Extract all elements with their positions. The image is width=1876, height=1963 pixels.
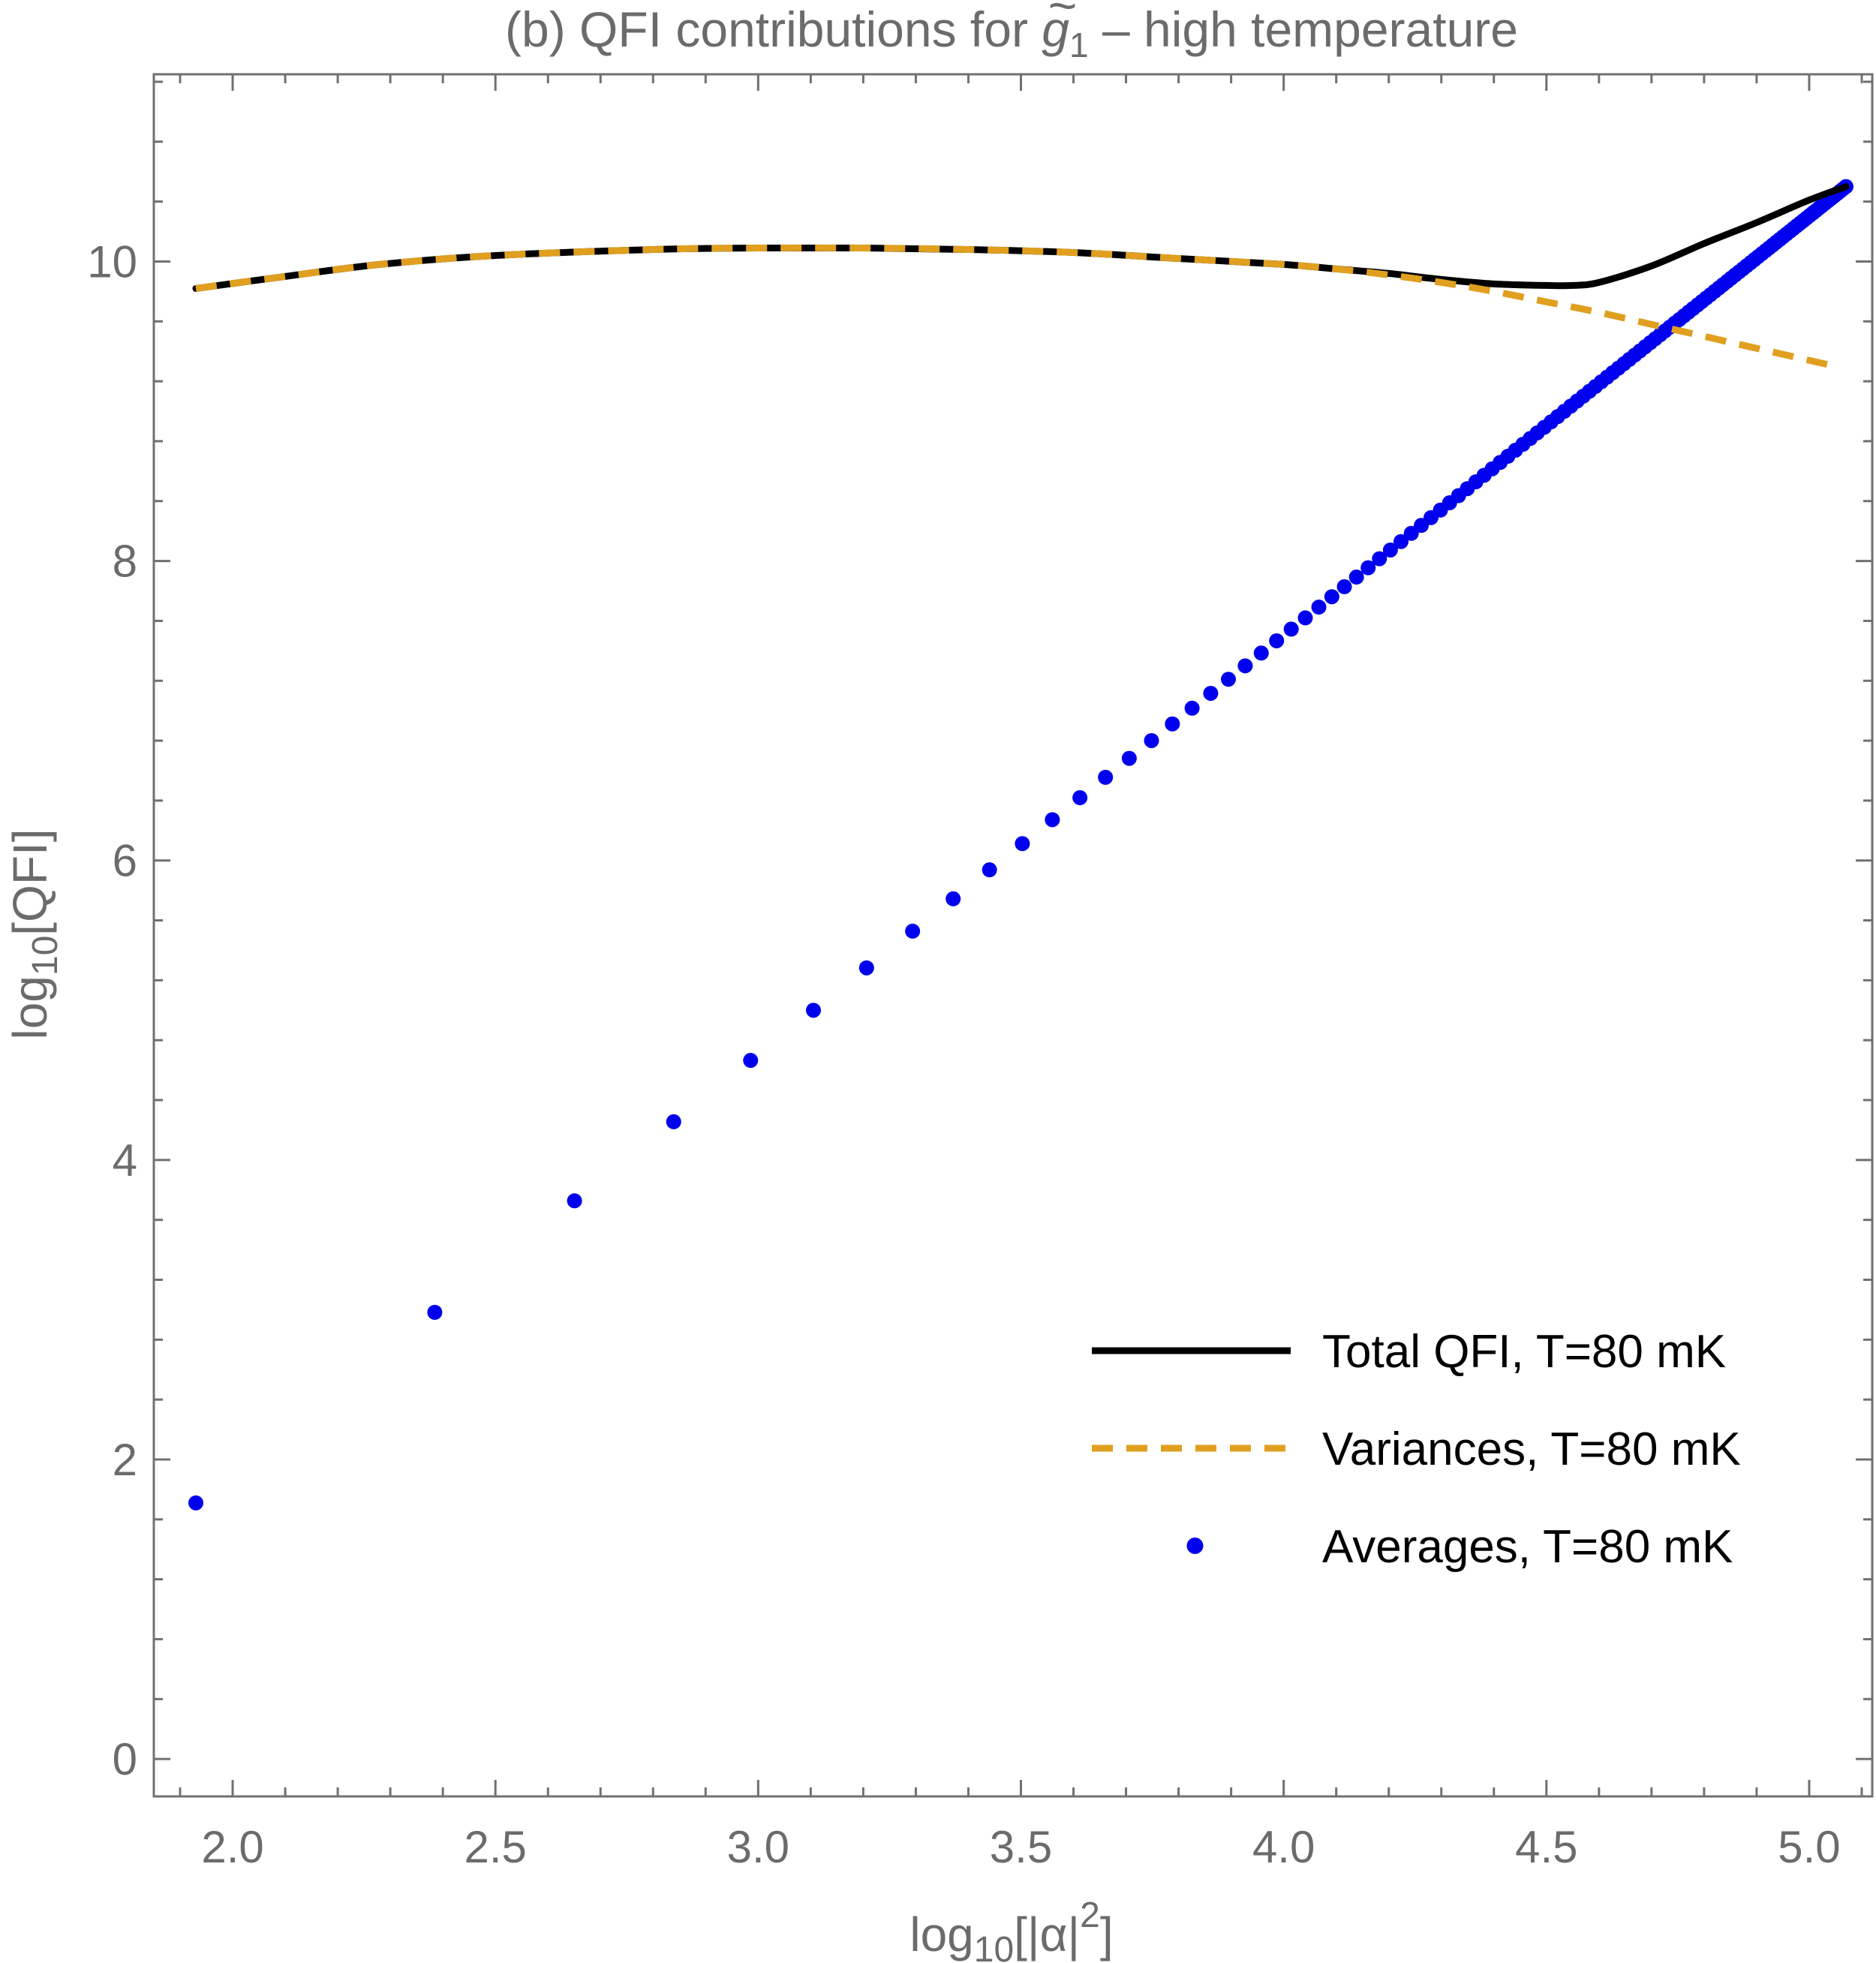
- y-axis-title: log10[QFI]: [3, 828, 65, 1039]
- x-tick-label: 4.0: [1252, 1822, 1315, 1872]
- y-axis-ticks: [154, 80, 1872, 1760]
- chart-title-prefix: (b) QFI contributions for: [505, 2, 1042, 57]
- averages-point: [1045, 812, 1060, 828]
- averages-point: [1382, 542, 1398, 558]
- series-averages: [188, 179, 1853, 1511]
- averages-point: [1184, 700, 1200, 716]
- averages-point: [1283, 621, 1299, 637]
- x-tick-label: 5.0: [1778, 1822, 1840, 1872]
- x-axis-title-prefix: log: [909, 1907, 973, 1961]
- x-axis-title-superscript: 2: [1080, 1895, 1100, 1935]
- averages-point: [1165, 716, 1180, 732]
- x-tick-label: 2.0: [201, 1822, 263, 1872]
- legend-label: Averages, T=80 mK: [1322, 1521, 1733, 1573]
- averages-point: [1348, 570, 1364, 585]
- chart-title-accent: ~: [1048, 0, 1078, 33]
- averages-point: [567, 1193, 582, 1209]
- averages-point: [1269, 633, 1285, 648]
- averages-point: [1098, 769, 1114, 785]
- series-layer: [188, 179, 1853, 1511]
- x-axis-title-subscript: 10: [974, 1930, 1014, 1963]
- averages-point: [188, 1495, 204, 1511]
- x-tick-label: 2.5: [464, 1822, 526, 1872]
- averages-point: [905, 923, 921, 939]
- chart-title-suffix: – high temperature: [1089, 2, 1518, 57]
- chart-title: (b) QFI contributions for g1 – high temp…: [505, 2, 1518, 65]
- x-tick-label: 3.5: [990, 1822, 1052, 1872]
- y-axis-title-subscript: 10: [26, 936, 65, 975]
- y-axis-title-prefix: log: [3, 975, 57, 1039]
- x-axis-title: log10[|α|2]: [909, 1895, 1113, 1963]
- averages-point: [1221, 672, 1237, 687]
- averages-point: [1015, 836, 1030, 852]
- averages-point: [1393, 534, 1409, 549]
- legend-averages-swatch: [1186, 1538, 1204, 1554]
- averages-point: [946, 891, 961, 906]
- averages-point: [858, 960, 874, 975]
- averages-point: [1360, 560, 1376, 576]
- x-axis-ticks: [179, 74, 1863, 1796]
- y-tick-label: 2: [113, 1435, 137, 1485]
- legend-label: Total QFI, T=80 mK: [1322, 1326, 1726, 1378]
- averages-point: [1144, 732, 1159, 748]
- x-axis-title-close: ]: [1100, 1907, 1114, 1961]
- averages-point: [743, 1053, 759, 1069]
- averages-point: [1253, 645, 1269, 661]
- x-tick-label: 4.5: [1515, 1822, 1577, 1872]
- x-axis-title-body: [|α|: [1014, 1907, 1080, 1961]
- averages-point: [1372, 551, 1387, 567]
- averages-point: [1121, 750, 1137, 766]
- y-tick-label: 6: [113, 836, 137, 886]
- averages-point: [1311, 600, 1327, 615]
- averages-point: [666, 1114, 681, 1129]
- y-tick-label: 4: [113, 1135, 137, 1186]
- averages-point: [1072, 790, 1088, 806]
- legend-label: Variances, T=80 mK: [1322, 1423, 1741, 1475]
- averages-point: [1203, 685, 1219, 701]
- averages-point: [806, 1003, 822, 1018]
- y-tick-label: 0: [113, 1734, 137, 1784]
- averages-point: [1237, 658, 1253, 674]
- plot-frame: [152, 73, 1874, 1798]
- averages-point: [982, 862, 997, 878]
- series-variances-line: [195, 244, 1837, 370]
- chart-title-subscript: 1: [1069, 26, 1089, 65]
- averages-point: [1336, 579, 1352, 594]
- y-tick-label: 10: [87, 236, 137, 287]
- averages-point: [1297, 610, 1313, 626]
- chart-title-symbol: g: [1042, 2, 1069, 57]
- legend: Total QFI, T=80 mK Variances, T=80 mK Aver…: [1092, 1326, 1741, 1573]
- averages-point: [1324, 589, 1339, 605]
- y-axis-title-body: [QFI]: [3, 828, 57, 935]
- averages-point: [427, 1304, 443, 1320]
- averages-point: [1403, 525, 1419, 541]
- y-tick-label: 8: [113, 537, 137, 587]
- x-axis-tick-labels: 2.0 2.5 3.0 3.5 4.0 4.5 5.0: [201, 1822, 1840, 1872]
- y-axis-tick-labels: 0 2 4 6 8 10: [87, 236, 137, 1784]
- x-tick-label: 3.0: [727, 1822, 789, 1872]
